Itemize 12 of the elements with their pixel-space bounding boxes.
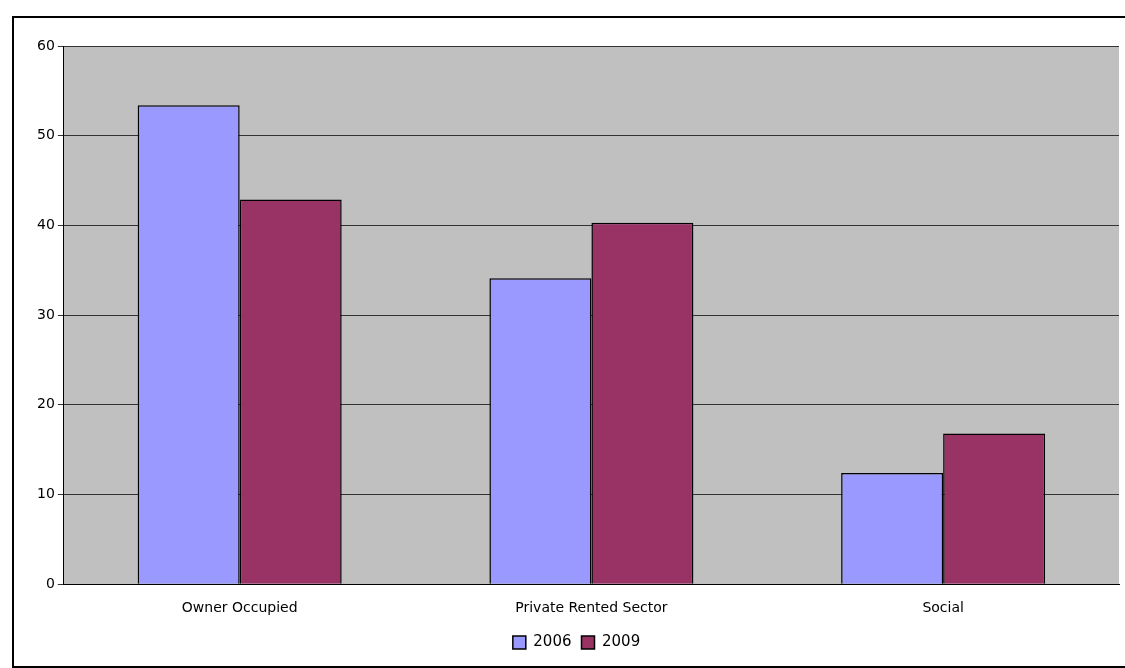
y-tick-label: 30 — [36, 305, 55, 322]
x-tick-label: Owner Occupied — [181, 599, 298, 616]
x-tick-label: Private Rented Sector — [515, 599, 668, 616]
y-tick-label: 40 — [36, 216, 55, 233]
legend-label: 2009 — [602, 632, 641, 651]
legend-label: 2006 — [533, 632, 572, 651]
x-tick-label: Social — [922, 599, 964, 616]
y-tick-label: 60 — [36, 36, 55, 53]
y-tick-label: 50 — [36, 126, 55, 143]
y-tick-label: 20 — [36, 395, 55, 412]
y-tick-label: 10 — [36, 485, 55, 502]
y-tick-label: 0 — [45, 574, 55, 591]
